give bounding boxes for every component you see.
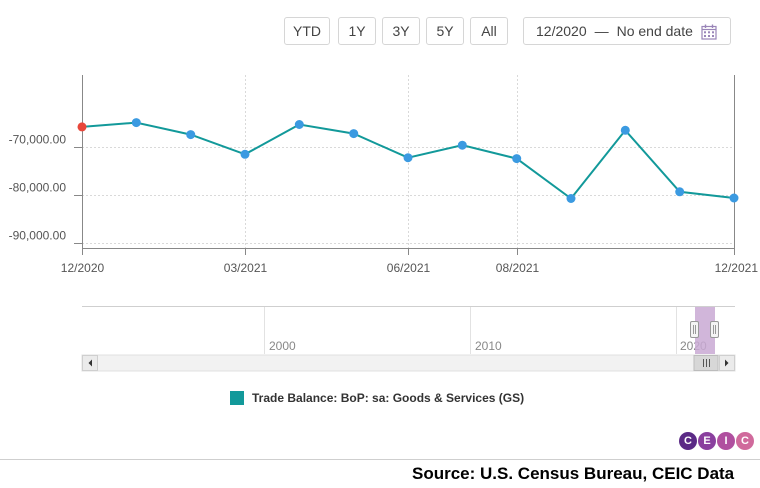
source-note: Source: U.S. Census Bureau, CEIC Data: [412, 464, 735, 483]
arrow-left-icon: [88, 359, 92, 367]
navigator-handle-left[interactable]: [690, 321, 699, 338]
navigator[interactable]: 2000 2010 2020: [82, 306, 735, 355]
data-point[interactable]: [294, 120, 304, 129]
logo-letter: E: [698, 432, 716, 450]
data-point[interactable]: [620, 125, 630, 135]
navigator-handle-right[interactable]: [710, 321, 719, 338]
date-range-field[interactable]: 12/2020 — No end date: [523, 17, 731, 45]
data-point[interactable]: [457, 140, 467, 150]
range-button-ytd[interactable]: YTD: [284, 17, 330, 45]
arrow-right-icon: [725, 359, 729, 367]
y-tick-labels: -70,000.00 -80,000.00 -90,000.00: [9, 133, 82, 244]
grid-layer: [82, 75, 734, 248]
footer-divider: [0, 459, 760, 460]
y-tick-label: -90,000.00: [9, 229, 67, 243]
x-tick-label: 06/2021: [387, 261, 431, 275]
navigator-label: 2000: [269, 339, 296, 353]
x-tick-label: 12/2020: [61, 261, 105, 275]
data-point[interactable]: [186, 130, 196, 140]
data-points: [77, 118, 739, 203]
calendar-icon[interactable]: [701, 24, 717, 40]
scrollbar[interactable]: [81, 354, 736, 372]
data-point[interactable]: [675, 187, 685, 197]
trade-balance-chart: -70,000.00 -80,000.00 -90,000.00 12/2020 03…: [9, 75, 759, 372]
range-button-1y[interactable]: 1Y: [338, 17, 376, 45]
data-point[interactable]: [240, 149, 250, 159]
data-point[interactable]: [566, 194, 576, 203]
logo-letter: C: [679, 432, 697, 450]
x-tick-labels: 12/2020 03/2021 06/2021 08/2021 12/2021: [61, 248, 759, 275]
x-tick-label: 12/2021: [715, 261, 759, 275]
data-point[interactable]: [512, 154, 522, 164]
date-separator: —: [594, 23, 609, 39]
data-point[interactable]: [403, 153, 413, 163]
navigator-selection[interactable]: [695, 307, 715, 354]
y-tick-label: -80,000.00: [9, 181, 67, 195]
legend-swatch: [230, 391, 244, 405]
y-tick-label: -70,000.00: [9, 133, 67, 147]
logo-letter: C: [736, 432, 754, 450]
range-button-5y[interactable]: 5Y: [426, 17, 464, 45]
data-point[interactable]: [131, 118, 141, 128]
date-end: No end date: [616, 23, 693, 39]
logo-letter: I: [717, 432, 735, 450]
data-point[interactable]: [77, 122, 87, 132]
scrollbar-track[interactable]: [81, 354, 736, 372]
data-point[interactable]: [729, 193, 739, 203]
navigator-label: 2010: [475, 339, 502, 353]
data-point[interactable]: [349, 129, 359, 139]
range-button-all[interactable]: All: [470, 17, 508, 45]
date-start: 12/2020: [536, 23, 587, 39]
range-button-3y[interactable]: 3Y: [382, 17, 420, 45]
ceic-logo: C E I C: [678, 432, 754, 450]
x-tick-label: 03/2021: [224, 261, 268, 275]
x-tick-label: 08/2021: [496, 261, 540, 275]
legend[interactable]: Trade Balance: BoP: sa: Goods & Services…: [230, 391, 524, 405]
legend-label: Trade Balance: BoP: sa: Goods & Services…: [252, 391, 525, 405]
